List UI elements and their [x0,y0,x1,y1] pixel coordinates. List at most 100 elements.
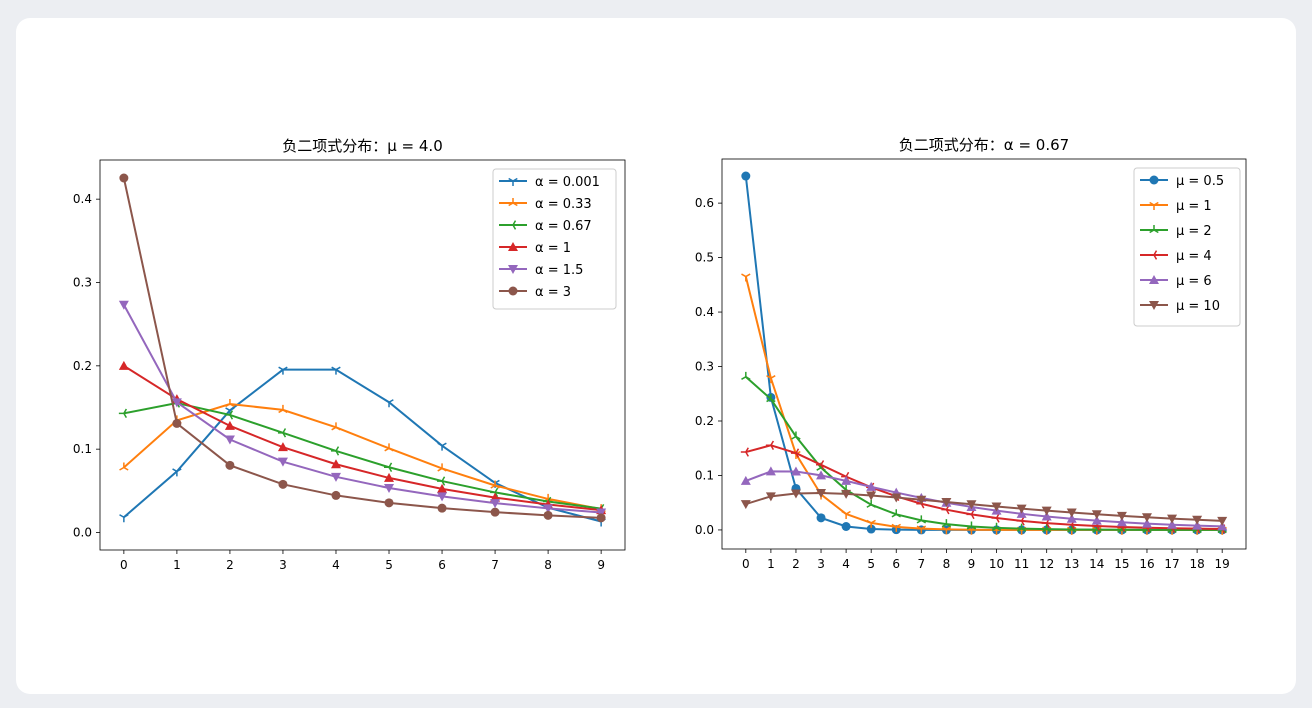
series-line [123,401,602,510]
data-point [1149,250,1158,260]
data-point [331,366,341,375]
data-point [790,466,801,476]
legend-label: μ = 4 [1176,249,1212,264]
x-tick-label: 6 [438,558,446,572]
data-point [508,177,518,186]
chart-title: 负二项式分布：α = 0.67 [899,136,1069,154]
data-point [1041,511,1052,521]
data-point [740,475,751,485]
data-point [490,507,500,517]
data-point [384,443,394,452]
data-point [1192,515,1203,525]
series-line [122,304,602,514]
x-tick-label: 12 [1039,557,1054,571]
data-point [791,431,801,440]
data-point [765,466,776,476]
data-point [172,418,182,428]
data-point [384,399,394,408]
x-tick-label: 3 [817,557,825,571]
data-point [278,366,288,375]
data-point [437,442,447,451]
data-point [508,286,518,296]
data-point [740,447,749,457]
data-point [841,522,851,532]
data-point [1149,275,1159,284]
data-point [1149,225,1159,234]
y-tick-label: 0.4 [73,192,92,206]
data-point [1217,521,1228,531]
series-6 [119,173,606,523]
data-point [437,483,448,493]
data-point [1217,516,1228,526]
data-point [765,492,776,502]
data-point [741,171,751,181]
legend-label: α = 1.5 [535,263,583,278]
data-point [437,476,446,486]
data-point [437,492,448,502]
data-point [224,420,235,430]
x-tick-label: 13 [1064,557,1079,571]
series-5 [118,300,607,518]
data-point [437,503,447,513]
data-point [866,524,876,534]
x-tick-label: 18 [1189,557,1204,571]
data-point [790,448,800,458]
y-tick-label: 0.4 [695,305,714,319]
series-5 [740,466,1228,531]
data-point [1066,508,1077,518]
legend-label: α = 0.33 [535,197,592,212]
x-tick-label: 5 [385,558,393,572]
x-tick-label: 8 [544,558,552,572]
legend-label: μ = 1 [1176,199,1212,214]
data-point [384,498,394,508]
legend: α = 0.001 α = 0.33 α = 0.67 α = 1 α = 1.5 α =… [492,168,617,310]
data-point [966,500,977,510]
data-point [866,491,877,501]
legend-label: α = 0.001 [535,175,600,190]
data-point [891,493,902,503]
legend-label: μ = 10 [1176,299,1220,314]
data-point [740,500,751,510]
data-point [225,460,235,470]
x-tick-label: 19 [1215,557,1230,571]
data-point [437,463,447,472]
data-point [1167,519,1178,529]
data-point [119,514,129,523]
data-point [941,519,952,528]
data-point [171,398,182,408]
x-tick-label: 5 [867,557,875,571]
data-point [841,510,851,519]
series-line [123,402,602,511]
data-point [331,490,341,500]
data-point [841,489,852,499]
data-point [816,513,826,523]
data-point [741,371,751,380]
data-point [119,462,129,471]
data-point [1167,514,1178,524]
x-tick-label: 4 [332,558,340,572]
legend-label: α = 1 [535,241,571,256]
data-point [543,504,554,514]
legend-label: μ = 6 [1176,274,1212,289]
x-tick-label: 0 [742,557,750,571]
series-line [745,470,1223,528]
data-point [330,459,341,469]
x-tick-label: 9 [968,557,976,571]
data-point [816,489,827,499]
data-point [543,510,553,520]
x-tick-label: 4 [842,557,850,571]
legend-box [1133,167,1241,327]
x-tick-label: 2 [226,558,234,572]
data-point [1149,201,1159,210]
data-point [766,375,776,384]
chart-title: 负二项式分布：μ = 4.0 [282,137,443,155]
data-point [766,394,776,403]
data-point [966,521,977,530]
data-point [991,522,1002,531]
y-tick-label: 0.1 [695,468,714,482]
data-point [596,513,606,523]
data-point [941,497,952,507]
series-line [123,364,602,512]
data-point [278,479,288,489]
